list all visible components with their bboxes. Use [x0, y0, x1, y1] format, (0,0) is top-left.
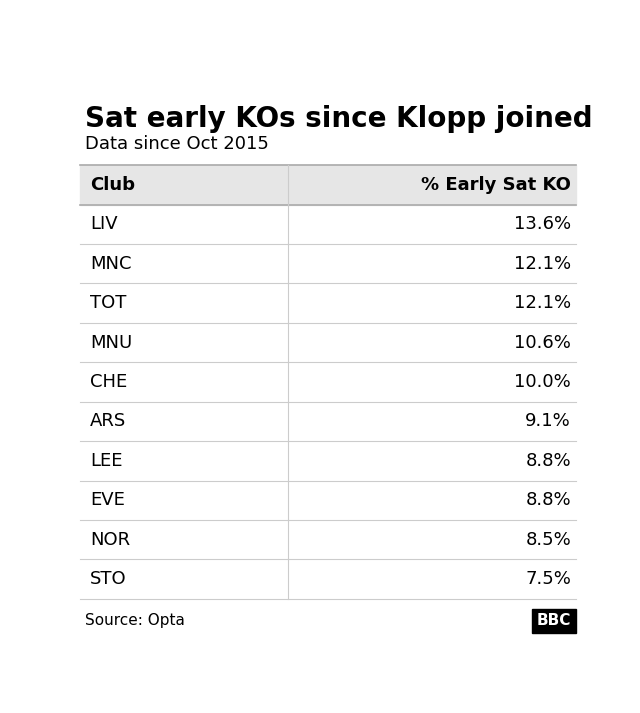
Text: ARS: ARS [90, 412, 126, 431]
Text: 10.0%: 10.0% [515, 373, 571, 391]
Text: Club: Club [90, 176, 135, 194]
Text: % Early Sat KO: % Early Sat KO [421, 176, 571, 194]
Text: 8.8%: 8.8% [525, 452, 571, 470]
Text: MNC: MNC [90, 255, 131, 273]
Text: 12.1%: 12.1% [514, 294, 571, 312]
Text: 13.6%: 13.6% [514, 215, 571, 233]
Text: Source: Opta: Source: Opta [85, 613, 185, 628]
Text: NOR: NOR [90, 530, 130, 549]
Bar [80, 165, 576, 205]
Text: LIV: LIV [90, 215, 118, 233]
Text: LEE: LEE [90, 452, 122, 470]
Text: 10.6%: 10.6% [514, 334, 571, 352]
Text: TOT: TOT [90, 294, 126, 312]
Text: Sat early KOs since Klopp joined: Sat early KOs since Klopp joined [85, 105, 593, 133]
Text: STO: STO [90, 570, 127, 588]
Text: EVE: EVE [90, 491, 125, 509]
Text: Data since Oct 2015: Data since Oct 2015 [85, 135, 269, 153]
Text: 12.1%: 12.1% [514, 255, 571, 273]
Text: 7.5%: 7.5% [525, 570, 571, 588]
Text: MNU: MNU [90, 334, 132, 352]
Text: 8.5%: 8.5% [525, 530, 571, 549]
Text: BBC: BBC [537, 613, 571, 628]
Text: 8.8%: 8.8% [525, 491, 571, 509]
Text: CHE: CHE [90, 373, 127, 391]
Text: 9.1%: 9.1% [525, 412, 571, 431]
